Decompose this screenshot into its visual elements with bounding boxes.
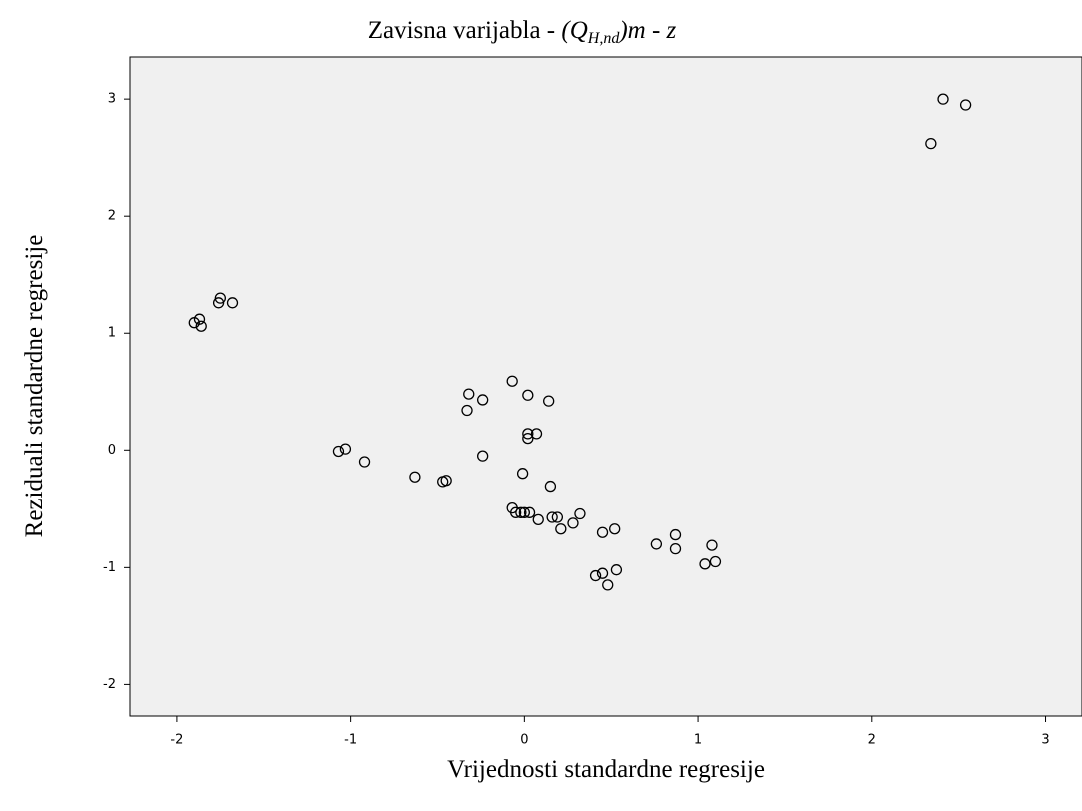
y-axis-label: Reziduali standardne regresije xyxy=(21,235,48,538)
point xyxy=(532,513,544,526)
point xyxy=(602,579,614,591)
point xyxy=(669,528,682,541)
point xyxy=(409,471,421,483)
y-tick-label: -2 xyxy=(103,677,116,692)
point xyxy=(463,388,475,400)
point xyxy=(555,523,567,535)
y-tick-label: 1 xyxy=(108,326,116,341)
point xyxy=(709,555,722,568)
point xyxy=(339,443,352,455)
title-subscript: H,nd xyxy=(587,30,621,47)
point xyxy=(650,538,663,550)
point xyxy=(506,375,518,387)
x-tick-label: -1 xyxy=(344,733,357,748)
point xyxy=(522,432,534,445)
point xyxy=(706,539,718,551)
x-tick-label: 0 xyxy=(520,733,528,748)
point xyxy=(461,404,473,417)
title-formula: (Q xyxy=(561,17,587,44)
point xyxy=(546,511,558,523)
x-axis-label: Vrijednosti standardne regresije xyxy=(447,756,765,783)
point xyxy=(596,567,609,579)
point xyxy=(195,320,207,332)
point xyxy=(440,475,452,487)
point xyxy=(699,558,711,570)
point xyxy=(530,428,543,440)
point xyxy=(522,428,534,440)
point xyxy=(959,99,972,111)
x-tick-label: -2 xyxy=(170,733,183,748)
point xyxy=(589,569,602,582)
point xyxy=(515,506,527,518)
point xyxy=(551,511,564,523)
point xyxy=(516,468,529,480)
point xyxy=(193,313,206,325)
point xyxy=(477,394,489,406)
title-text: Zavisna varijabla - xyxy=(368,17,562,44)
point xyxy=(925,137,937,150)
plot-area xyxy=(129,56,1082,717)
y-tick-label: 2 xyxy=(108,209,116,224)
point xyxy=(518,506,531,518)
title-formula: )m - z xyxy=(617,17,676,44)
point xyxy=(543,395,555,407)
y-tick-label: 0 xyxy=(108,443,116,458)
point xyxy=(596,526,609,538)
point xyxy=(544,480,557,493)
point xyxy=(610,564,623,576)
x-tick-label: 3 xyxy=(1041,733,1049,748)
point xyxy=(226,297,239,309)
point xyxy=(358,456,371,468)
point xyxy=(609,523,621,535)
point xyxy=(522,389,534,401)
point xyxy=(332,445,345,458)
point xyxy=(214,292,226,304)
chart-title: Zavisna varijabla - (QH,nd)m - z xyxy=(368,17,677,47)
point xyxy=(477,450,489,462)
y-tick-label: -1 xyxy=(103,560,116,575)
point xyxy=(669,542,682,555)
point xyxy=(523,506,536,518)
point xyxy=(937,93,949,105)
y-tick-label: 3 xyxy=(108,92,116,107)
point xyxy=(574,507,586,520)
point xyxy=(567,517,579,529)
point xyxy=(510,506,522,518)
point xyxy=(212,297,225,309)
x-tick-label: 1 xyxy=(694,733,702,748)
x-tick-label: 2 xyxy=(868,733,876,748)
